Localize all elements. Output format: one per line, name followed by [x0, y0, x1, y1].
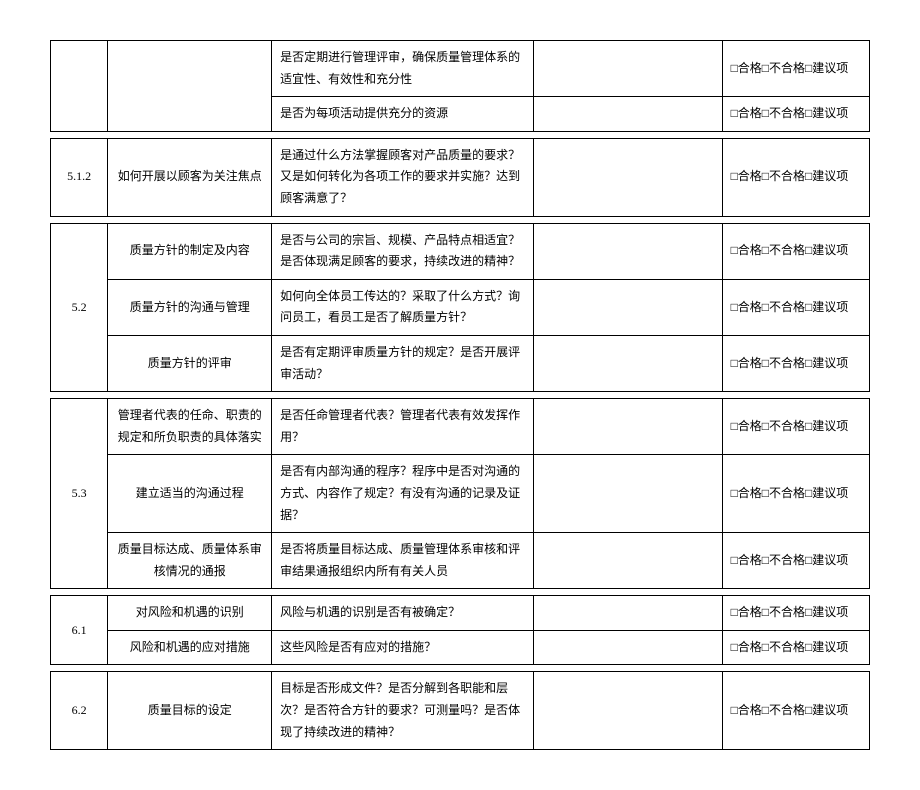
- audit-desc: 是否定期进行管理评审，确保质量管理体系的适宜性、有效性和充分性: [272, 41, 534, 97]
- audit-item: 质量方针的制定及内容: [108, 223, 272, 279]
- eval-cell[interactable]: □合格□不合格□建议项: [722, 455, 869, 533]
- eval-cell[interactable]: □合格□不合格□建议项: [722, 41, 869, 97]
- table-row: 6.2 质量目标的设定 目标是否形成文件？是否分解到各职能和层次？是否符合方针的…: [51, 672, 870, 750]
- audit-desc: 目标是否形成文件？是否分解到各职能和层次？是否符合方针的要求？可测量吗？是否体现…: [272, 672, 534, 750]
- notes-cell: [534, 223, 722, 279]
- section-number: 5.1.2: [51, 138, 108, 216]
- table-row: 质量方针的评审 是否有定期评审质量方针的规定？是否开展评审活动？ □合格□不合格…: [51, 335, 870, 391]
- eval-cell[interactable]: □合格□不合格□建议项: [722, 533, 869, 589]
- audit-desc: 是否为每项活动提供充分的资源: [272, 97, 534, 132]
- notes-cell: [534, 596, 722, 631]
- eval-cell[interactable]: □合格□不合格□建议项: [722, 399, 869, 455]
- table-row: 风险和机遇的应对措施 这些风险是否有应对的措施？ □合格□不合格□建议项: [51, 630, 870, 665]
- eval-cell[interactable]: □合格□不合格□建议项: [722, 223, 869, 279]
- notes-cell: [534, 41, 722, 97]
- section-number: 6.2: [51, 672, 108, 750]
- notes-cell: [534, 399, 722, 455]
- eval-cell[interactable]: □合格□不合格□建议项: [722, 672, 869, 750]
- eval-cell[interactable]: □合格□不合格□建议项: [722, 279, 869, 335]
- section-number: 6.1: [51, 596, 108, 665]
- section-number: [51, 41, 108, 132]
- audit-table: 是否定期进行管理评审，确保质量管理体系的适宜性、有效性和充分性 □合格□不合格□…: [50, 40, 870, 750]
- audit-item: 风险和机遇的应对措施: [108, 630, 272, 665]
- audit-desc: 这些风险是否有应对的措施？: [272, 630, 534, 665]
- audit-item: 建立适当的沟通过程: [108, 455, 272, 533]
- notes-cell: [534, 455, 722, 533]
- section-number: 5.2: [51, 223, 108, 392]
- eval-cell[interactable]: □合格□不合格□建议项: [722, 97, 869, 132]
- audit-item: 质量方针的沟通与管理: [108, 279, 272, 335]
- audit-desc: 风险与机遇的识别是否有被确定？: [272, 596, 534, 631]
- table-row: 是否定期进行管理评审，确保质量管理体系的适宜性、有效性和充分性 □合格□不合格□…: [51, 41, 870, 97]
- audit-desc: 是通过什么方法掌握顾客对产品质量的要求？又是如何转化为各项工作的要求并实施？达到…: [272, 138, 534, 216]
- table-row: 质量目标达成、质量体系审核情况的通报 是否将质量目标达成、质量管理体系审核和评审…: [51, 533, 870, 589]
- audit-desc: 是否将质量目标达成、质量管理体系审核和评审结果通报组织内所有有关人员: [272, 533, 534, 589]
- audit-item: 对风险和机遇的识别: [108, 596, 272, 631]
- audit-item: [108, 41, 272, 132]
- table-row: 建立适当的沟通过程 是否有内部沟通的程序？程序中是否对沟通的方式、内容作了规定？…: [51, 455, 870, 533]
- notes-cell: [534, 138, 722, 216]
- audit-item: 管理者代表的任命、职责的规定和所负职责的具体落实: [108, 399, 272, 455]
- audit-desc: 是否任命管理者代表？管理者代表有效发挥作用？: [272, 399, 534, 455]
- section-number: 5.3: [51, 399, 108, 589]
- notes-cell: [534, 97, 722, 132]
- table-row: 6.1 对风险和机遇的识别 风险与机遇的识别是否有被确定？ □合格□不合格□建议…: [51, 596, 870, 631]
- notes-cell: [534, 279, 722, 335]
- table-row: 质量方针的沟通与管理 如何向全体员工传达的？采取了什么方式？询问员工，看员工是否…: [51, 279, 870, 335]
- audit-desc: 是否有内部沟通的程序？程序中是否对沟通的方式、内容作了规定？有没有沟通的记录及证…: [272, 455, 534, 533]
- audit-desc: 是否有定期评审质量方针的规定？是否开展评审活动？: [272, 335, 534, 391]
- notes-cell: [534, 630, 722, 665]
- notes-cell: [534, 672, 722, 750]
- notes-cell: [534, 335, 722, 391]
- audit-item: 质量目标达成、质量体系审核情况的通报: [108, 533, 272, 589]
- audit-item: 质量目标的设定: [108, 672, 272, 750]
- audit-item: 质量方针的评审: [108, 335, 272, 391]
- audit-item: 如何开展以顾客为关注焦点: [108, 138, 272, 216]
- notes-cell: [534, 533, 722, 589]
- table-row: 5.3 管理者代表的任命、职责的规定和所负职责的具体落实 是否任命管理者代表？管…: [51, 399, 870, 455]
- audit-desc: 如何向全体员工传达的？采取了什么方式？询问员工，看员工是否了解质量方针？: [272, 279, 534, 335]
- table-row: 5.1.2 如何开展以顾客为关注焦点 是通过什么方法掌握顾客对产品质量的要求？又…: [51, 138, 870, 216]
- eval-cell[interactable]: □合格□不合格□建议项: [722, 335, 869, 391]
- eval-cell[interactable]: □合格□不合格□建议项: [722, 138, 869, 216]
- eval-cell[interactable]: □合格□不合格□建议项: [722, 630, 869, 665]
- eval-cell[interactable]: □合格□不合格□建议项: [722, 596, 869, 631]
- table-row: 5.2 质量方针的制定及内容 是否与公司的宗旨、规模、产品特点相适宜？是否体现满…: [51, 223, 870, 279]
- audit-desc: 是否与公司的宗旨、规模、产品特点相适宜？是否体现满足顾客的要求，持续改进的精神？: [272, 223, 534, 279]
